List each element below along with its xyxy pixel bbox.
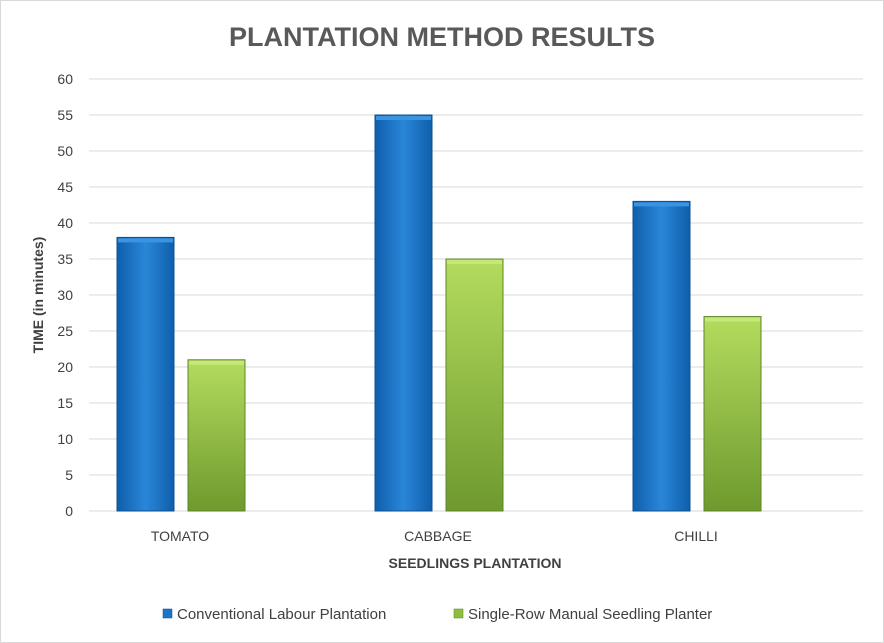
- y-tick-label: 60: [57, 71, 73, 87]
- y-tick-label: 40: [57, 215, 73, 231]
- bar-top-highlight: [189, 360, 244, 365]
- bar-single-row-manual-seedling-planter-tomato: [187, 359, 246, 512]
- y-tick-label: 15: [57, 395, 73, 411]
- x-tick-label: TOMATO: [151, 528, 209, 544]
- legend-marker: [162, 608, 173, 619]
- y-tick-label: 10: [57, 431, 73, 447]
- x-axis-ticks: TOMATO CABBAGE CHILLI: [151, 528, 718, 544]
- bar-top-highlight: [447, 260, 502, 264]
- y-axis-ticks: 0 5 10 15 20 25 30 35 40 45 50 55 60: [57, 71, 73, 519]
- x-axis-title: SEEDLINGS PLANTATION: [389, 555, 562, 571]
- bar-top-highlight: [705, 317, 760, 322]
- y-tick-label: 0: [65, 503, 73, 519]
- bar-single-row-manual-seedling-planter-cabbage: [445, 258, 504, 512]
- legend-label: Conventional Labour Plantation: [177, 606, 386, 623]
- x-tick-label: CHILLI: [674, 528, 718, 544]
- legend-marker: [453, 608, 464, 619]
- bar-conventional-labour-plantation-cabbage: [374, 114, 433, 512]
- y-tick-label: 5: [65, 467, 73, 483]
- y-tick-label: 45: [57, 179, 73, 195]
- y-tick-label: 55: [57, 107, 73, 123]
- bar-top-highlight: [118, 238, 173, 243]
- y-tick-label: 50: [57, 143, 73, 159]
- y-tick-label: 25: [57, 323, 73, 339]
- y-tick-label: 20: [57, 359, 73, 375]
- bar-top-highlight: [376, 116, 431, 120]
- y-tick-label: 30: [57, 287, 73, 303]
- bar-top-highlight: [634, 202, 689, 207]
- bar-conventional-labour-plantation-tomato: [116, 236, 175, 512]
- legend: Conventional Labour Plantation Single-Row…: [162, 606, 712, 623]
- chart-title: PLANTATION METHOD RESULTS: [229, 22, 655, 52]
- bars: [116, 114, 762, 512]
- legend-label: Single-Row Manual Seedling Planter: [468, 606, 712, 623]
- bar-single-row-manual-seedling-planter-chilli: [703, 316, 762, 512]
- bar-conventional-labour-plantation-chilli: [632, 200, 691, 512]
- x-tick-label: CABBAGE: [404, 528, 472, 544]
- y-axis-title: TIME (in minutes): [30, 237, 46, 354]
- y-tick-label: 35: [57, 251, 73, 267]
